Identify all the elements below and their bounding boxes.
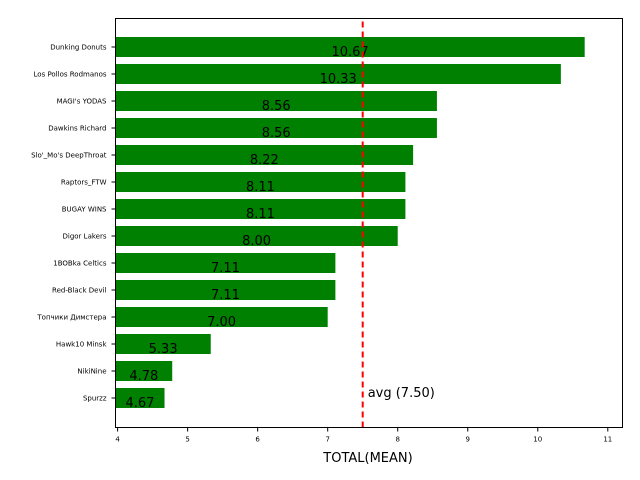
- bar-value-label: 10.33: [320, 72, 357, 87]
- x-tick-label: 7: [325, 436, 329, 444]
- y-tick-label: Red-Black Devil: [52, 287, 107, 295]
- bar-value-label: 4.67: [126, 396, 155, 411]
- bar-value-label: 8.56: [262, 99, 291, 114]
- y-tick-label: Spurzz: [83, 395, 107, 403]
- bar: [115, 118, 437, 138]
- y-tick-label: Los Pollos Rodmanos: [34, 71, 107, 79]
- y-tick-label: 1BOBka Celtics: [53, 260, 107, 268]
- bar-value-label: 8.11: [246, 207, 275, 222]
- y-tick-label: Digor Lakers: [63, 233, 107, 241]
- bar: [115, 388, 165, 408]
- bar-value-label: 8.11: [246, 180, 275, 195]
- bar: [115, 361, 173, 381]
- bar-value-label: 8.00: [242, 234, 271, 249]
- x-tick-label: 5: [185, 436, 189, 444]
- bar: [115, 280, 336, 300]
- bar: [115, 253, 336, 273]
- bar: [115, 145, 414, 165]
- y-tick-label: Dawkins Richard: [48, 125, 106, 133]
- bar-value-label: 4.78: [129, 369, 158, 384]
- x-tick-label: 10: [533, 436, 542, 444]
- y-tick-label: Dunking Donuts: [50, 44, 107, 52]
- bar-value-label: 8.56: [262, 126, 291, 141]
- bar: [115, 334, 211, 354]
- bar-value-label: 8.22: [250, 153, 279, 168]
- x-tick-label: 11: [603, 436, 612, 444]
- y-tick-label: NikiNine: [77, 368, 106, 376]
- average-label: avg (7.50): [368, 386, 435, 401]
- bar-value-label: 7.11: [211, 288, 240, 303]
- y-tick-label: Slo'_Mo's DeepThroat: [31, 152, 107, 160]
- y-tick-label: MAGI's YODAS: [57, 98, 107, 106]
- value-labels: 10.6710.338.568.568.228.118.118.007.117.…: [126, 45, 369, 411]
- bar: [115, 226, 398, 246]
- bar: [115, 37, 585, 57]
- x-tick-label: 9: [466, 436, 470, 444]
- x-axis-ticks: 4 5 6 7 8 9 10 11: [115, 427, 612, 444]
- y-axis-ticks: Dunking Donuts Los Pollos Rodmanos MAGI's …: [31, 44, 116, 403]
- x-axis-label: TOTAL(MEAN): [322, 451, 412, 466]
- bar: [115, 64, 561, 84]
- y-tick-label: Топчики Димстера: [36, 314, 106, 322]
- y-tick-label: BUGAY WINS: [62, 206, 107, 214]
- bar: [115, 91, 437, 111]
- y-tick-label: Raptors_FTW: [61, 179, 107, 187]
- x-tick-label: 6: [255, 436, 260, 444]
- bar-value-label: 10.67: [331, 45, 368, 60]
- bar-value-label: 5.33: [149, 342, 178, 357]
- bars-group: [115, 37, 585, 408]
- bar: [115, 172, 406, 192]
- bar: [115, 199, 406, 219]
- bar-value-label: 7.11: [211, 261, 240, 276]
- bar-value-label: 7.00: [207, 315, 236, 330]
- bar: [115, 307, 328, 327]
- x-tick-label: 4: [115, 436, 120, 444]
- x-tick-label: 8: [395, 436, 399, 444]
- plot-frame: [115, 18, 623, 428]
- y-tick-label: Hawk10 Minsk: [56, 341, 108, 349]
